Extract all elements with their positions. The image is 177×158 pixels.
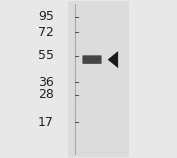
Text: 17: 17 [38,116,54,129]
Text: 72: 72 [38,26,54,39]
Text: 55: 55 [38,49,54,62]
FancyBboxPatch shape [82,55,102,64]
Text: 36: 36 [38,76,54,89]
FancyBboxPatch shape [68,1,129,157]
Polygon shape [108,51,118,68]
Text: 95: 95 [38,10,54,23]
Text: 28: 28 [38,88,54,101]
